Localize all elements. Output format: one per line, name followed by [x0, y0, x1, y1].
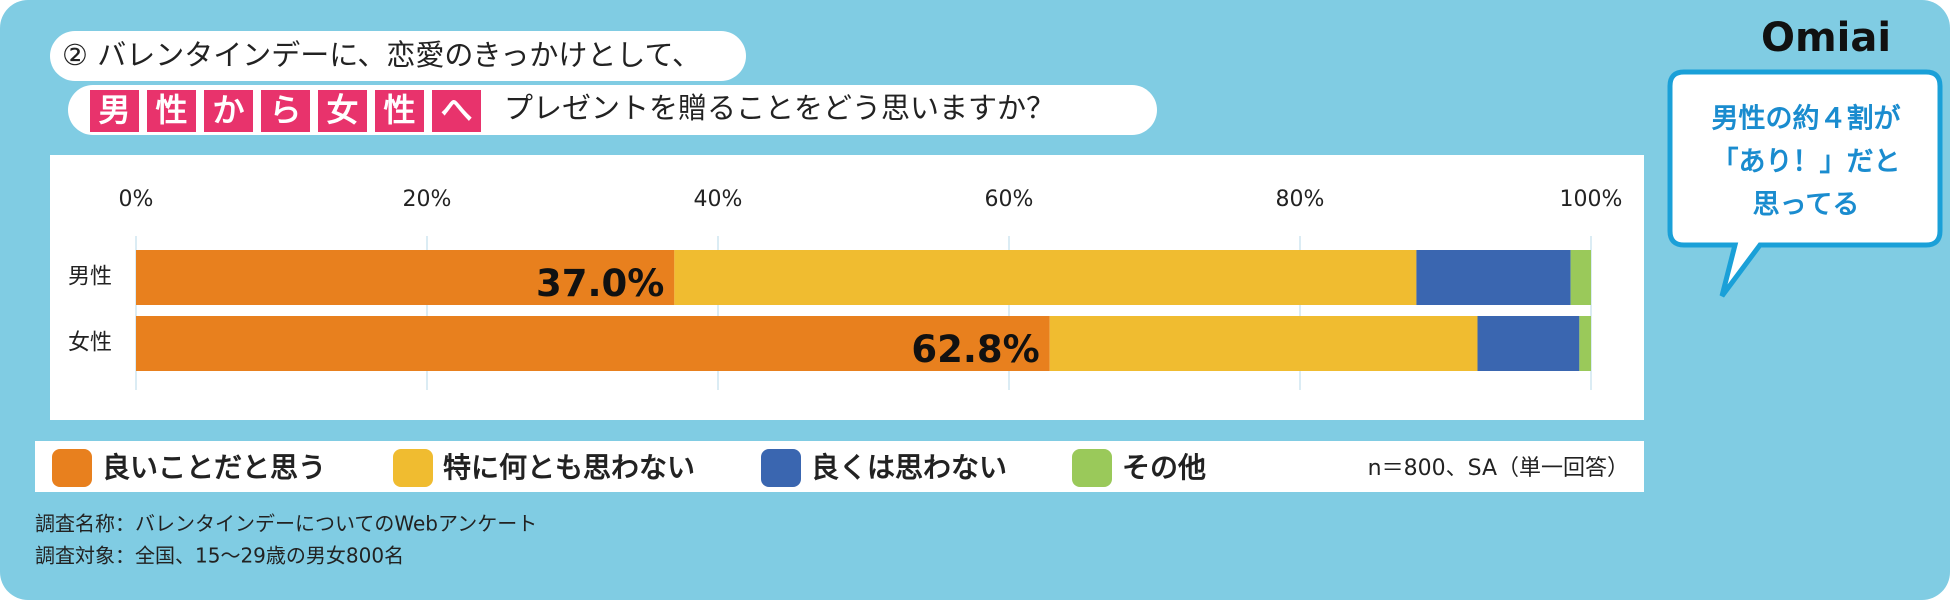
legend-swatch: [52, 449, 92, 487]
callout-text: 思ってる: [1753, 190, 1860, 221]
highlight-char: 男: [98, 91, 130, 129]
title-pill: [50, 31, 746, 81]
highlight-char: へ: [440, 91, 472, 129]
bar-segment: [1049, 316, 1478, 371]
note: n＝800、SA（単一回答）: [1368, 456, 1629, 481]
bar-segment: [674, 250, 1417, 305]
highlight-box: [90, 90, 139, 132]
title: ② バレンタインデーに、恋愛のきっかけとして、: [62, 38, 701, 72]
highlight-char: 性: [383, 91, 415, 129]
bar-segment: [1570, 250, 1591, 305]
footnote: 調査対象：全国、15～29歳の男女800名: [35, 544, 404, 568]
legend-swatch: [761, 449, 801, 487]
logo: Omiai: [1761, 15, 1891, 61]
bar-segment: [1579, 316, 1591, 371]
x-tick-label: 100%: [1560, 187, 1623, 212]
highlight: 男性から女性へ: [90, 90, 481, 132]
legend-label: 良いことだと思う: [102, 451, 326, 484]
x-tick-label: 0%: [119, 187, 154, 212]
x-tick-label: 20%: [403, 187, 452, 212]
footnote: 調査名称：バレンタインデーについてのWebアンケート: [35, 512, 537, 536]
category-label: 男性: [68, 265, 112, 290]
bar-segment: [136, 316, 1050, 371]
highlight-box: [375, 90, 424, 132]
highlight-box: [432, 90, 481, 132]
legend-label: 特に何とも思わない: [443, 451, 695, 484]
legend-label: 良くは思わない: [811, 451, 1007, 484]
x-tick-label: 80%: [1276, 187, 1325, 212]
value-label: 62.8%: [911, 328, 1039, 371]
legend-label: その他: [1122, 451, 1206, 484]
callout-text: 「あり！」だと: [1712, 146, 1901, 178]
bar-segment: [1477, 316, 1580, 371]
highlight-box: [147, 90, 196, 132]
x-tick-label: 40%: [694, 187, 743, 212]
value-label: 37.0%: [536, 262, 664, 305]
callout-text: 男性の約４割が: [1712, 103, 1901, 135]
highlight-char: ら: [269, 91, 301, 129]
category-label: 女性: [68, 331, 112, 356]
highlight-char: 性: [155, 91, 187, 129]
title: プレゼントを贈ることをどう思いますか？: [504, 91, 1055, 125]
legend-swatch: [1072, 449, 1112, 487]
legend-swatch: [393, 449, 433, 487]
highlight-box: [204, 90, 253, 132]
bar-segment: [136, 250, 675, 305]
legend-panel: [35, 441, 1644, 492]
x-tick-label: 60%: [985, 187, 1034, 212]
bar-segment: [1416, 250, 1571, 305]
highlight-char: か: [212, 91, 244, 129]
highlight-char: 女: [326, 91, 358, 129]
highlight-box: [261, 90, 310, 132]
highlight-box: [318, 90, 367, 132]
callout-box: [1667, 69, 1943, 298]
